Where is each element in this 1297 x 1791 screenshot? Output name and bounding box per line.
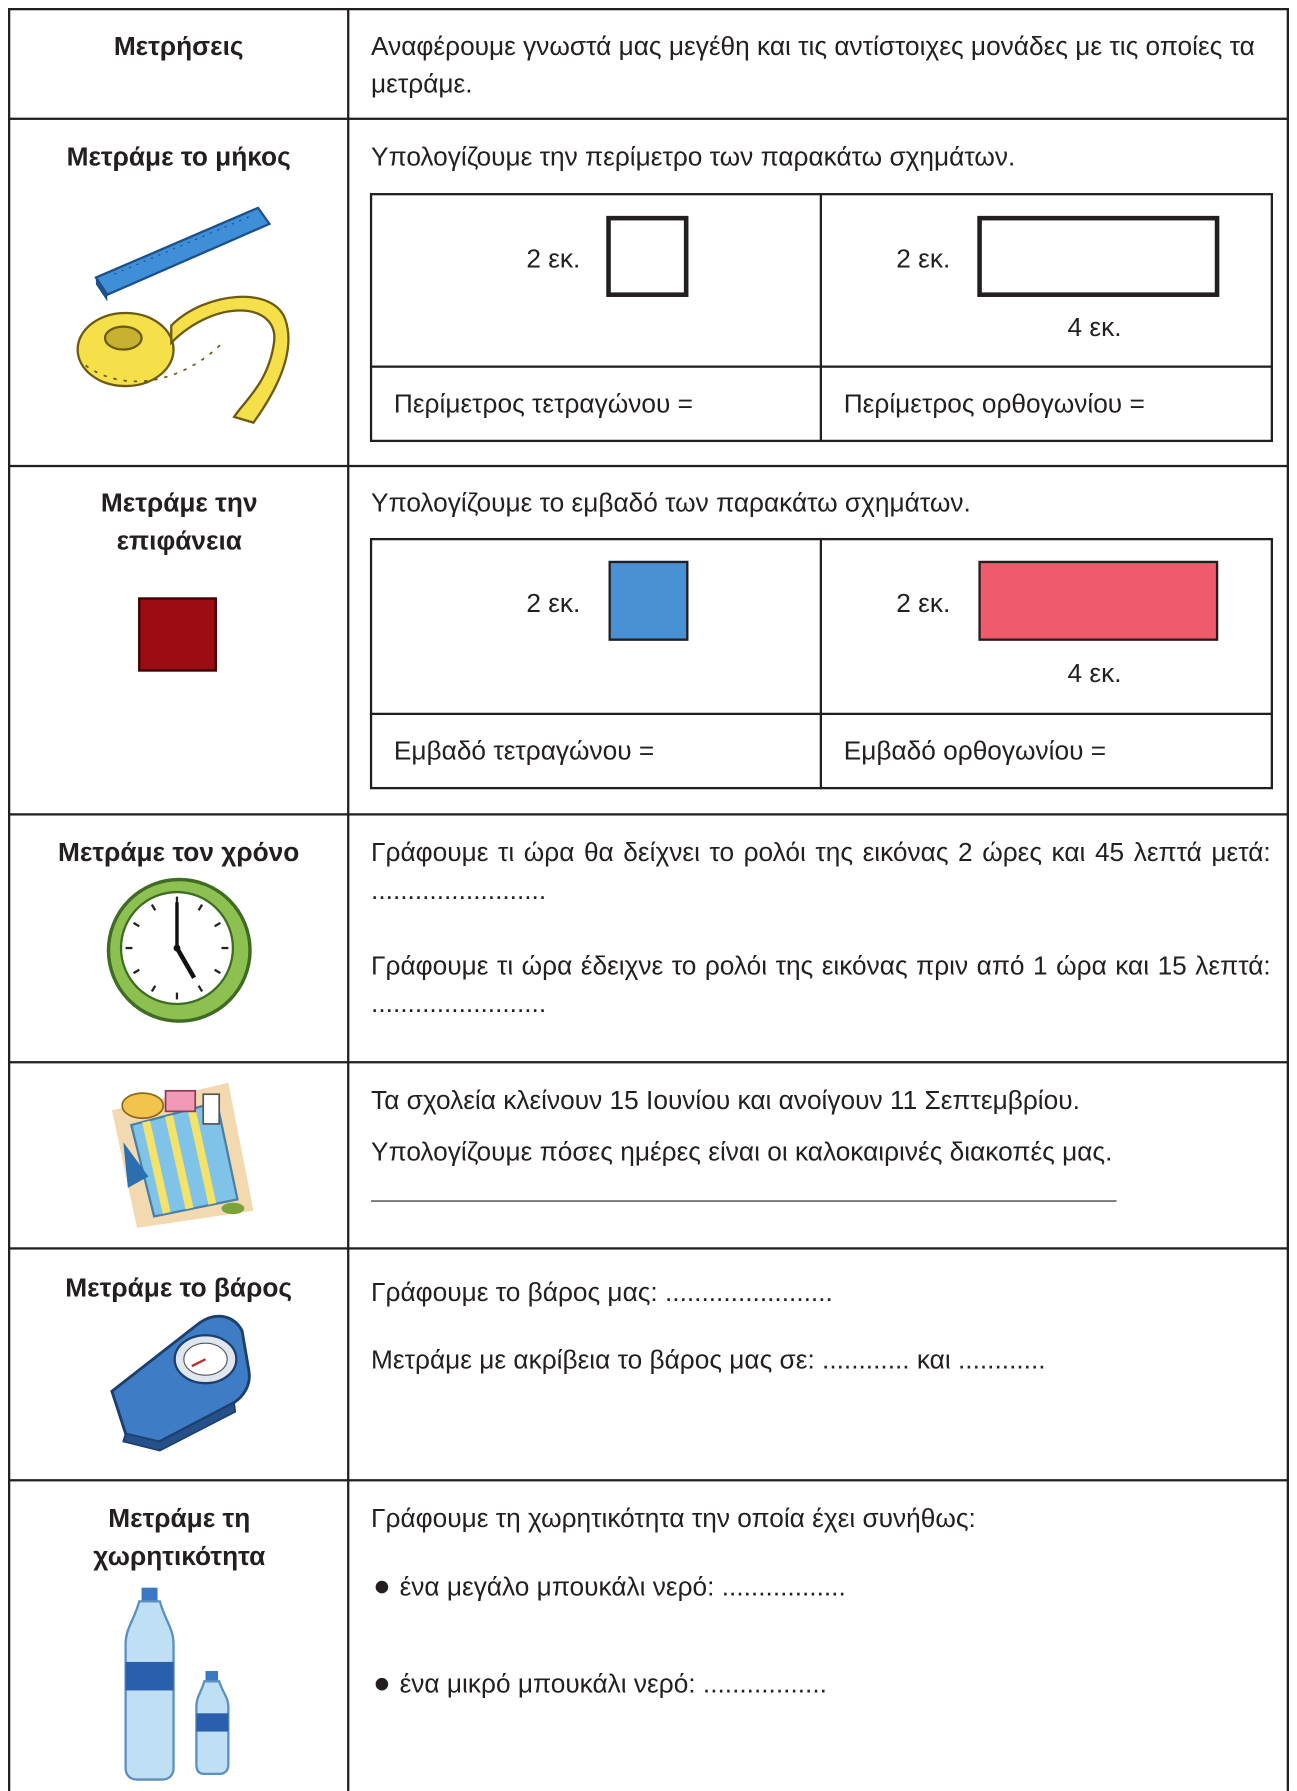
icon-part [103, 325, 143, 351]
row-title: Μετράμε τον χρόνο [58, 837, 300, 867]
icon-part [142, 1120, 171, 1214]
answer-label: Περίμετρος τετραγώνου = [393, 388, 693, 419]
dimension-label: 2 εκ. [896, 588, 951, 618]
task-text: Υπολογίζουμε την περίμετρο των παρακάτω … [371, 141, 1016, 172]
dimension-label: 2 εκ. [526, 588, 581, 618]
row-divider [7, 464, 1289, 468]
row-divider [7, 1247, 1289, 1250]
shapes-divider [819, 537, 823, 790]
square-outline [606, 215, 689, 297]
icon-part [205, 1671, 219, 1682]
table-border [7, 7, 1289, 11]
question-text: Γράφουμε τι ώρα θα δείχνει το ρολόι της … [371, 837, 1271, 905]
rectangle-outline [977, 215, 1220, 297]
shapes-divider [369, 365, 1273, 368]
icon-part [221, 1202, 245, 1215]
answer-label: Περίμετρος ορθογωνίου = [843, 388, 1145, 419]
icon-part [113, 215, 252, 275]
pink-rectangle [978, 560, 1219, 641]
row-text: Αναφέρουμε γνωστά μας μεγέθη και τις αντ… [371, 30, 1255, 99]
icon-part [125, 1661, 174, 1691]
clock-icon [106, 877, 252, 1023]
info-text: Τα σχολεία κλείνουν 15 Ιουνίου και ανοίγ… [371, 1085, 1080, 1115]
row-divider [7, 1061, 1289, 1064]
question-text: Μετράμε με ακρίβεια το βάρος μας σε: ...… [371, 1344, 1046, 1375]
answer-label: Εμβαδό ορθογωνίου = [843, 735, 1107, 766]
icon-part [142, 1109, 217, 1214]
row-divider [7, 813, 1289, 816]
icon-part [164, 1089, 197, 1113]
bullet [375, 1677, 389, 1691]
dimension-label: 4 εκ. [1067, 311, 1122, 342]
icon-part [196, 1713, 229, 1732]
icon-part [150, 985, 157, 993]
row-title: Μετράμε τη χωρητικότητα [93, 1503, 266, 1571]
question-text: Γράφουμε τη χωρητικότητα την οποία έχει … [371, 1503, 976, 1533]
answer-label: Εμβαδό τετραγώνου = [393, 735, 655, 766]
icon-part [110, 1314, 251, 1447]
icon-part [191, 1358, 207, 1368]
icon-part [197, 985, 204, 993]
bullet-text: ένα μεγάλο μπουκάλι νερό: ..............… [399, 1571, 846, 1602]
table-border [1286, 7, 1289, 1791]
icon-part [165, 1115, 194, 1210]
table-divider [347, 7, 350, 1791]
icon-part [141, 1587, 158, 1602]
dimension-label: 2 εκ. [896, 243, 951, 273]
icon-part [214, 921, 221, 928]
dimension-label: 4 εκ. [1067, 657, 1122, 688]
icon-part [214, 968, 221, 975]
shapes-divider [369, 712, 1273, 716]
icon-part [94, 206, 272, 297]
row-title: Μετράμε το μήκος [66, 141, 291, 172]
bullet-text: ένα μικρό μπουκάλι νερό: ...............… [399, 1668, 827, 1699]
icon-part [123, 1142, 149, 1188]
row-divider [7, 117, 1289, 120]
icon-part [187, 1109, 217, 1205]
ruler-tape-icon [76, 206, 290, 424]
beach-towel-icon [111, 1082, 254, 1228]
question-text: Γράφουμε τι ώρα έδειχνε το ρολόι της εικ… [371, 950, 1271, 1018]
row-title: Μετράμε το βάρος [65, 1272, 293, 1303]
row-title: Μετράμε την επιφάνεια [100, 487, 258, 556]
icon-part [95, 277, 108, 302]
icon-part [132, 968, 140, 975]
task-text: Υπολογίζουμε το εμβαδό των παρακάτω σχημ… [371, 487, 971, 518]
icon-part [197, 904, 204, 911]
icon-part [174, 946, 197, 979]
scale-icon [110, 1314, 251, 1452]
question-text: Γράφουμε το βάρος μας: .................… [371, 1276, 833, 1307]
icon-part [173, 944, 181, 952]
blue-square [608, 560, 689, 641]
answer-line [371, 1200, 1117, 1202]
bullet [375, 1580, 389, 1594]
dimension-label: 2 εκ. [526, 243, 581, 273]
question-text: Υπολογίζουμε πόσες ημέρες είναι οι καλοκ… [371, 1136, 1113, 1167]
icon-part [202, 1093, 221, 1125]
row-title: Μετρήσεις [113, 30, 244, 61]
icon-part [132, 921, 140, 928]
shapes-divider [819, 193, 823, 443]
icon-part [170, 295, 290, 424]
icon-part [122, 1401, 237, 1452]
table-border [7, 7, 11, 1791]
area-icon [138, 597, 217, 672]
bottles-icon [124, 1587, 230, 1781]
icon-part [150, 904, 157, 911]
icon-part [121, 1092, 165, 1120]
row-divider [7, 1479, 1289, 1482]
